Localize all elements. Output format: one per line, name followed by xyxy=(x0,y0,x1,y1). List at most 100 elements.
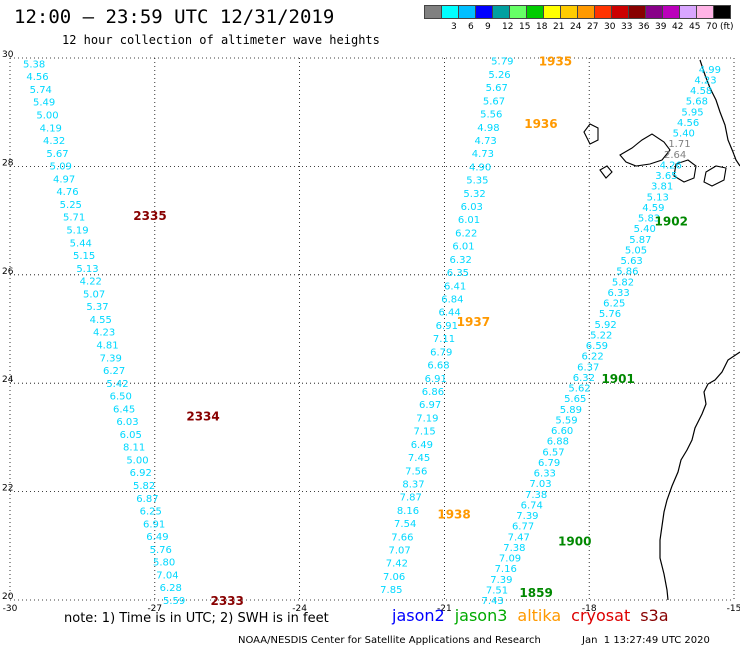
wave-height-value: 7.45 xyxy=(408,453,430,464)
wave-height-value: 7.47 xyxy=(508,532,530,543)
wave-height-value: 4.97 xyxy=(53,174,75,185)
wave-height-value: 6.32 xyxy=(450,255,472,266)
wave-height-value: 6.92 xyxy=(130,468,152,479)
legend-s3a: s3a xyxy=(640,606,669,625)
wave-height-value: 6.03 xyxy=(116,417,138,428)
wave-height-value: 6.25 xyxy=(140,507,162,518)
wave-height-value: 5.37 xyxy=(86,302,108,313)
pass-time-label: 2333 xyxy=(210,594,243,608)
wave-height-value: 5.67 xyxy=(46,149,68,160)
pass-time-label: 1859 xyxy=(519,586,552,600)
colorbar-label: 15 xyxy=(519,22,531,32)
wave-height-colorbar: 3 6 9 12 15 18 21 24 27 30 33 36 39 42 45 70 (ft) xyxy=(424,5,734,37)
wave-height-value: 6.27 xyxy=(103,366,125,377)
pass-time-labels: 2335 2334 2333 1935 1936 1937 1938 1902 1901 1900… xyxy=(133,55,688,608)
wave-height-value: 5.76 xyxy=(599,309,621,320)
wave-height-value: 4.98 xyxy=(477,123,499,134)
coastline xyxy=(583,59,740,601)
wave-height-value: 6.59 xyxy=(586,341,608,352)
wave-height-value: 5.68 xyxy=(686,97,708,108)
colorbar-label: 24 xyxy=(570,22,582,32)
wave-height-value: 5.67 xyxy=(483,96,505,107)
pass-time-label: 1938 xyxy=(437,507,470,521)
canary-island-grancanaria xyxy=(673,159,697,183)
wave-height-value: 4.99 xyxy=(699,65,721,76)
wave-height-value: 5.13 xyxy=(647,192,669,203)
wave-height-value: 7.54 xyxy=(394,519,416,530)
satellite-tracks: 5.384.565.745.495.004.194.325.675.094.97… xyxy=(23,57,721,607)
wave-height-value: 5.40 xyxy=(634,224,656,235)
wave-height-value: 8.37 xyxy=(402,479,424,490)
credit-line: NOAA/NESDIS Center for Satellite Applica… xyxy=(238,635,541,646)
wave-height-value: 5.25 xyxy=(60,200,82,211)
wave-height-value: 5.49 xyxy=(33,98,55,109)
wave-height-value: 5.00 xyxy=(36,111,58,122)
wave-height-value: 8.16 xyxy=(397,506,419,517)
wave-height-value: 5.56 xyxy=(480,110,502,121)
wave-height-value: 4.56 xyxy=(677,118,699,129)
wave-height-value: 7.42 xyxy=(386,559,408,570)
wave-height-value: 5.67 xyxy=(486,83,508,94)
wave-height-value: 6.49 xyxy=(146,532,168,543)
colorbar-unit: (ft) xyxy=(720,22,734,32)
wave-height-value: 4.55 xyxy=(90,315,112,326)
wave-height-value: 6.91 xyxy=(436,321,458,332)
wave-height-value: 5.59 xyxy=(555,415,577,426)
wave-height-value: 7.06 xyxy=(383,572,405,583)
colorbar-label: 12 xyxy=(502,22,514,32)
colorbar-label: 6 xyxy=(468,22,474,32)
colorbar-label: 3 xyxy=(451,22,457,32)
wave-height-value: 5.63 xyxy=(621,256,643,267)
wave-height-value: 4.81 xyxy=(96,340,118,351)
lon-tick-label: -24 xyxy=(292,604,307,614)
wave-height-value: 5.00 xyxy=(126,455,148,466)
wave-height-value: 6.01 xyxy=(458,215,480,226)
wave-height-value: 6.28 xyxy=(160,583,182,594)
wave-height-value: 7.38 xyxy=(503,543,525,554)
wave-height-value: 5.19 xyxy=(66,226,88,237)
wave-height-value: 5.22 xyxy=(590,330,612,341)
wave-height-value: 4.23 xyxy=(694,75,716,86)
wave-height-value: 3.65 xyxy=(655,171,677,182)
lon-tick-label: -30 xyxy=(3,604,18,614)
wave-height-value: 6.91 xyxy=(143,519,165,530)
lat-tick-label: 22 xyxy=(2,484,13,494)
wave-height-value: 6.57 xyxy=(542,447,564,458)
colorbar-label: 36 xyxy=(638,22,650,32)
wave-height-value: 5.35 xyxy=(466,176,488,187)
wave-height-value: 6.05 xyxy=(120,430,142,441)
wave-height-value: 6.33 xyxy=(534,469,556,480)
wave-height-value: 5.82 xyxy=(133,481,155,492)
wave-height-value: 6.84 xyxy=(441,295,463,306)
canary-island-fuerteventura xyxy=(703,165,727,187)
lon-tick-label: -18 xyxy=(582,604,597,614)
wave-height-value: 6.74 xyxy=(521,500,543,511)
pass-time-label: 2335 xyxy=(133,209,166,223)
wave-height-value: 7.38 xyxy=(525,490,547,501)
wave-height-value: 6.22 xyxy=(455,228,477,239)
wave-height-value: 6.22 xyxy=(581,352,603,363)
lat-tick-label: 20 xyxy=(2,592,14,602)
wave-height-value: 5.59 xyxy=(163,596,185,607)
colorbar-label: 21 xyxy=(553,22,565,32)
legend-cryosat: cryosat xyxy=(571,606,631,625)
wave-height-value: 7.11 xyxy=(433,334,455,345)
legend-jason3: jason3 xyxy=(454,606,508,625)
wave-height-value: 4.76 xyxy=(56,187,78,198)
wave-height-value: 5.71 xyxy=(63,213,85,224)
colorbar-label: 39 xyxy=(655,22,667,32)
wave-height-value: 6.79 xyxy=(538,458,560,469)
wave-height-value: 5.83 xyxy=(638,214,660,225)
wave-height-value: 7.85 xyxy=(380,585,402,596)
lat-tick-label: 30 xyxy=(2,50,14,60)
wave-height-value: 6.49 xyxy=(411,440,433,451)
colorbar-label: 27 xyxy=(587,22,599,32)
lat-tick-label: 26 xyxy=(2,267,14,277)
wave-height-value: 6.37 xyxy=(577,362,599,373)
wave-height-value: 6.77 xyxy=(512,522,534,533)
wave-height-value: 5.95 xyxy=(681,107,703,118)
wave-height-value: 4.32 xyxy=(43,136,65,147)
wave-height-value: 7.03 xyxy=(529,479,551,490)
wave-height-value: 6.03 xyxy=(461,202,483,213)
